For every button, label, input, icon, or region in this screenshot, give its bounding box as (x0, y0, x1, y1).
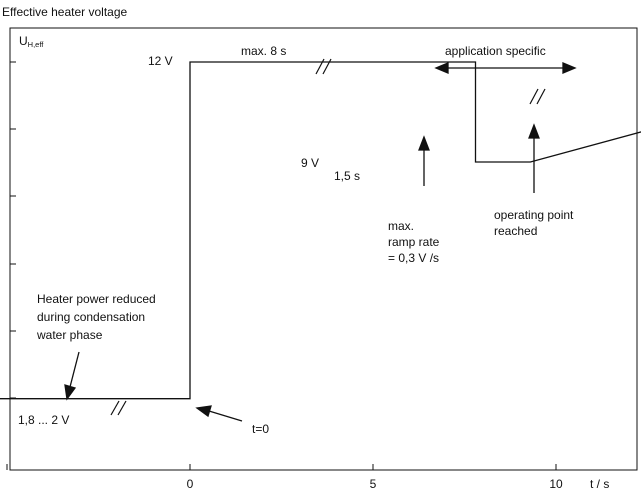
label-t0: t=0 (252, 422, 269, 436)
y-axis-label: UH,eff (19, 34, 44, 49)
voltage-series-line (0, 61, 641, 400)
label-9v: 9 V (301, 156, 319, 170)
label-operating-line-1: operating point (494, 208, 574, 222)
axis-break-high (315, 58, 332, 75)
double-arrow-application-specific (434, 62, 577, 74)
label-ramp-line-3: = 0,3 V /s (388, 251, 439, 265)
axis-break-operating (529, 88, 546, 105)
label-12v: 12 V (148, 54, 173, 68)
y-axis-label-sub: H,eff (28, 40, 45, 49)
chart-title: Effective heater voltage (2, 5, 128, 19)
y-axis-label-main: U (19, 34, 28, 48)
label-ramp-line-1: max. (388, 219, 414, 233)
arrow-heater-power (64, 351, 80, 401)
arrow-ramp-rate (418, 135, 430, 186)
label-heater-line-3: water phase (36, 328, 103, 342)
label-heater-line-2: during condensation (37, 310, 145, 324)
label-max-8s: max. 8 s (241, 44, 286, 58)
y-axis-ticks (10, 61, 16, 399)
x-axis-ticks: 05101520 (6, 464, 563, 491)
x-axis-label: t / s (590, 477, 609, 491)
axis-break-low (110, 400, 127, 416)
label-1-5s: 1,5 s (334, 169, 360, 183)
plot-frame (9, 27, 638, 471)
x-tick-label-2: 10 (549, 477, 563, 491)
x-tick-label-1: 5 (370, 477, 377, 491)
x-tick-label-0: 0 (187, 477, 194, 491)
label-ramp-line-2: ramp rate (388, 235, 440, 249)
label-application-specific: application specific (445, 44, 546, 58)
label-operating-line-2: reached (494, 224, 537, 238)
arrow-t0 (195, 405, 243, 422)
label-heater-line-1: Heater power reduced (37, 292, 156, 306)
arrow-operating-point (528, 123, 540, 193)
label-1-8-2v: 1,8 ... 2 V (18, 413, 69, 427)
